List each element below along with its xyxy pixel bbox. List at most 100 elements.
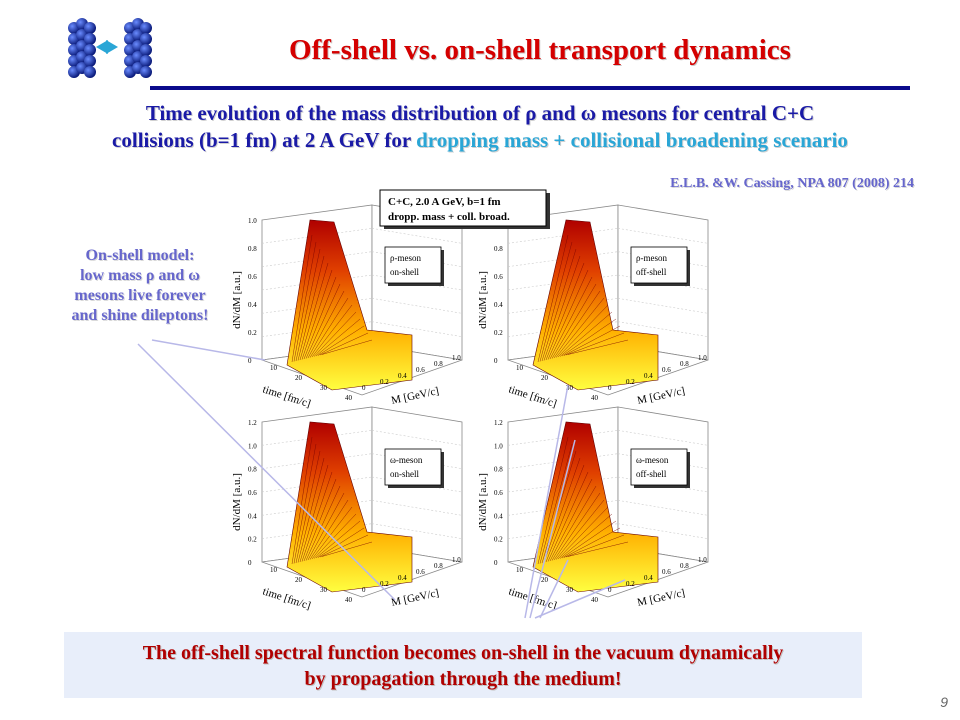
y-tick-label: 0	[248, 357, 252, 365]
t-tick-label: 20	[541, 576, 549, 584]
y-tick-label: 0	[248, 559, 252, 567]
y-tick-label: 0.4	[494, 301, 503, 309]
slide-subtitle: Time evolution of the mass distribution …	[20, 100, 940, 154]
mass-axis-label: M [GeV/c]	[636, 385, 686, 407]
mass-axis-label: M [GeV/c]	[390, 587, 440, 609]
m-tick-label: 0.4	[644, 574, 653, 582]
y-tick-label: 0	[494, 357, 498, 365]
m-tick-label: 0.8	[680, 562, 689, 570]
time-axis-label: time [fm/c]	[261, 585, 312, 612]
y-tick-label: 1.0	[248, 217, 257, 225]
m-tick-label: 0.6	[662, 366, 671, 374]
t-tick-label: 30	[320, 586, 328, 594]
legend-shell: off-shell	[636, 469, 667, 479]
y-tick-label: 0.6	[494, 273, 503, 281]
t-tick-label: 30	[566, 384, 574, 392]
panel-3: 0 0.2 0.4 0.6 0.8 1.0 1.2 dN/dM [a.u.] 10 20 30 40 0…	[231, 406, 463, 612]
legend-meson: ω-meson	[390, 455, 423, 465]
y-axis-label: dN/dM [a.u.]	[231, 271, 243, 329]
t-tick-label: 20	[295, 374, 303, 382]
t-tick-label: 30	[320, 384, 328, 392]
m-tick-label: 0.4	[398, 372, 407, 380]
legend-meson: ρ-meson	[636, 253, 667, 263]
legend-meson: ρ-meson	[390, 253, 421, 263]
panel-legend: ω-meson on-shell	[384, 448, 444, 488]
mass-axis-label: M [GeV/c]	[390, 385, 440, 407]
y-tick-label: 0.6	[248, 489, 257, 497]
m-tick-label: 0.2	[626, 580, 635, 588]
m-tick-label: 0.2	[626, 378, 635, 386]
caption-line-1: C+C, 2.0 A GeV, b=1 fm	[388, 196, 501, 208]
m-tick-label: 0.2	[380, 378, 389, 386]
conclusion-line-2: by propagation through the medium!	[304, 668, 622, 690]
panel-legend: ρ-meson on-shell	[384, 246, 444, 286]
y-tick-label: 0.2	[248, 329, 257, 337]
conclusion-text: The off-shell spectral function becomes …	[64, 640, 862, 692]
m-tick-label: 0	[608, 384, 612, 392]
t-tick-label: 10	[516, 566, 524, 574]
figure-caption-box: C+C, 2.0 A GeV, b=1 fm dropp. mass + col…	[379, 189, 550, 229]
t-tick-label: 10	[270, 566, 278, 574]
t-tick-label: 40	[345, 596, 353, 604]
legend-shell: off-shell	[636, 267, 667, 277]
y-tick-label: 0.2	[494, 536, 503, 544]
scenario-highlight: dropping mass + collisional broadening s…	[416, 128, 848, 152]
legend-shell: on-shell	[390, 267, 419, 277]
title-rule	[150, 86, 910, 90]
panel-legend: ρ-meson off-shell	[630, 246, 690, 286]
m-tick-label: 1.0	[698, 354, 707, 362]
m-tick-label: 0.4	[398, 574, 407, 582]
on-shell-note: On-shell model: low mass ρ and ω mesons …	[40, 246, 240, 326]
subtitle-line-2: collisions (b=1 fm) at 2 A GeV for dropp…	[20, 127, 940, 154]
y-tick-label: 0.4	[248, 512, 257, 520]
y-tick-label: 0.8	[248, 466, 257, 474]
y-tick-label: 0.8	[494, 466, 503, 474]
y-tick-label: 1.2	[494, 419, 503, 427]
y-tick-label: 0.4	[494, 512, 503, 520]
note-line-2: low mass ρ and ω	[80, 267, 200, 284]
m-tick-label: 1.0	[452, 556, 461, 564]
note-line-4: and shine dileptons!	[71, 307, 209, 324]
y-axis-label: dN/dM [a.u.]	[477, 271, 489, 329]
y-axis-label: dN/dM [a.u.]	[231, 473, 243, 531]
m-tick-label: 0.4	[644, 372, 653, 380]
y-tick-label: 1.0	[494, 442, 503, 450]
t-tick-label: 20	[295, 576, 303, 584]
t-tick-label: 40	[591, 596, 599, 604]
y-tick-label: 1.2	[248, 419, 257, 427]
nuclei-logo	[68, 18, 152, 78]
y-tick-label: 0.4	[248, 301, 257, 309]
subtitle-line-1: Time evolution of the mass distribution …	[145, 101, 815, 125]
y-tick-label: 0.8	[248, 245, 257, 253]
t-tick-label: 10	[270, 364, 278, 372]
m-tick-label: 0	[362, 384, 366, 392]
m-tick-label: 0.8	[434, 562, 443, 570]
y-axis-label: dN/dM [a.u.]	[477, 473, 489, 531]
t-tick-label: 10	[516, 364, 524, 372]
page-number: 9	[940, 694, 948, 710]
note-line-1: On-shell model:	[85, 247, 195, 264]
m-tick-label: 0.8	[680, 360, 689, 368]
m-tick-label: 1.0	[698, 556, 707, 564]
time-axis-label: time [fm/c]	[507, 383, 558, 410]
y-tick-label: 0.6	[494, 489, 503, 497]
panel-legend: ω-meson off-shell	[630, 448, 690, 488]
y-tick-label: 1.0	[248, 442, 257, 450]
y-tick-label: 0.8	[494, 245, 503, 253]
t-tick-label: 20	[541, 374, 549, 382]
y-tick-label: 0.6	[248, 273, 257, 281]
panel-1: 0 0.2 0.4 0.6 0.8 1.0 dN/dM [a.u.] 10 20 30 40 0 0.2…	[231, 204, 463, 410]
subtitle-line-2-text: collisions (b=1 fm) at 2 A GeV for	[112, 128, 417, 152]
conclusion-box	[64, 632, 862, 698]
m-tick-label: 0.6	[416, 568, 425, 576]
slide-title: Off-shell vs. on-shell transport dynamic…	[289, 34, 791, 66]
caption-line-2: dropp. mass + coll. broad.	[388, 211, 510, 223]
panel-2: 0 0.2 0.4 0.6 0.8 1.0 dN/dM [a.u.] 10 20 30 40 0 0.2…	[477, 204, 709, 410]
y-tick-label: 0	[494, 559, 498, 567]
conclusion-line-1: The off-shell spectral function becomes …	[142, 642, 784, 664]
m-tick-label: 0	[608, 586, 612, 594]
reference-citation: E.L.B. &W. Cassing, NPA 807 (2008) 214	[670, 176, 914, 191]
mass-axis-label: M [GeV/c]	[636, 587, 686, 609]
m-tick-label: 1.0	[452, 354, 461, 362]
